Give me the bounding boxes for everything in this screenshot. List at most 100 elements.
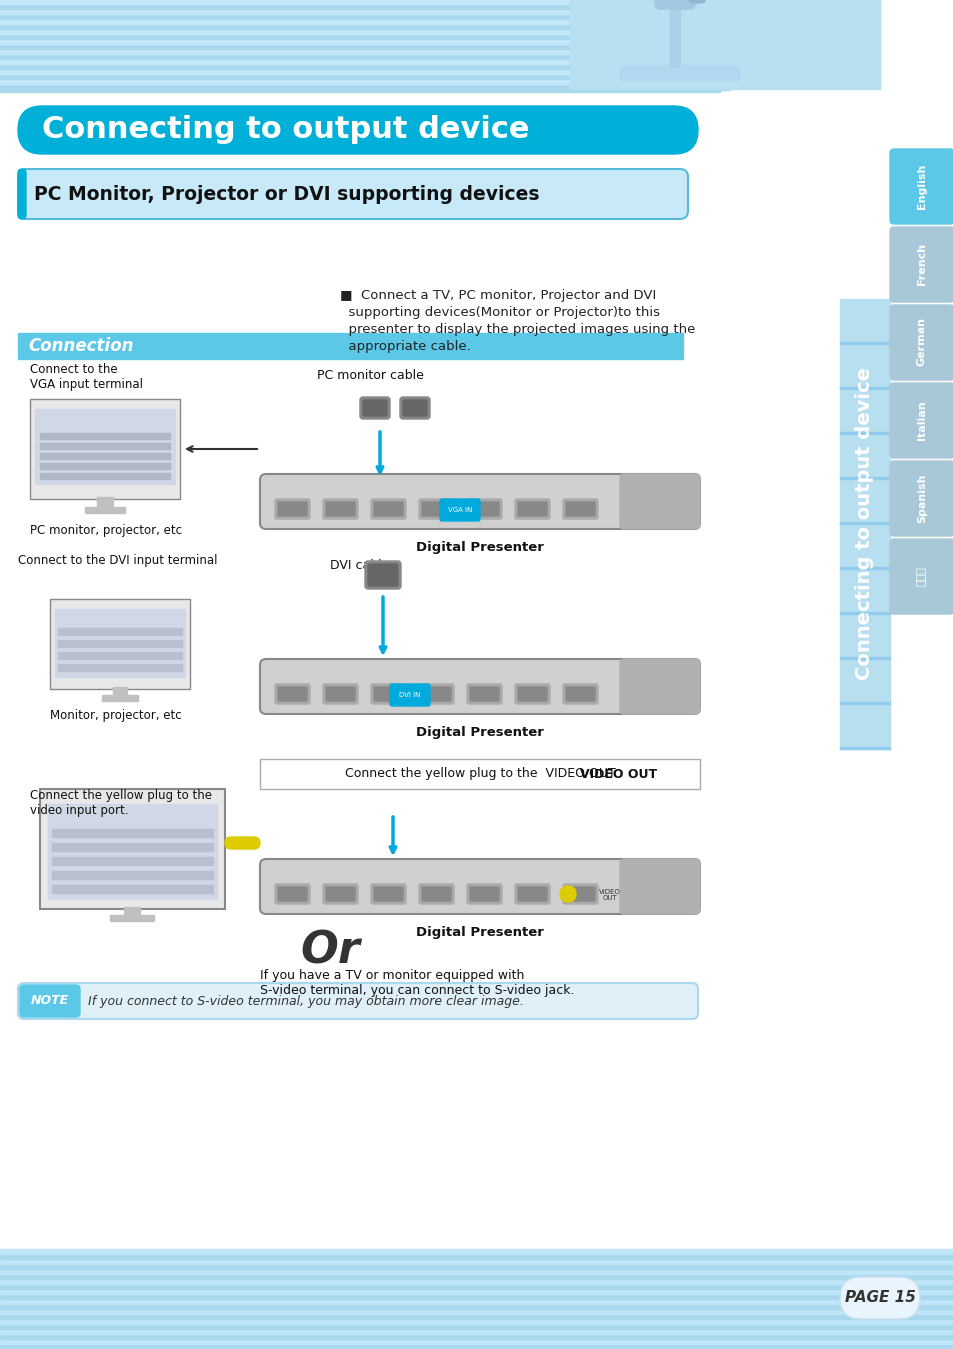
FancyBboxPatch shape [0,50,720,54]
FancyBboxPatch shape [515,884,550,904]
FancyBboxPatch shape [562,684,598,704]
FancyBboxPatch shape [840,1278,919,1319]
FancyBboxPatch shape [0,80,720,84]
FancyBboxPatch shape [374,888,402,901]
FancyBboxPatch shape [260,859,700,915]
Text: Or: Or [300,929,359,973]
FancyBboxPatch shape [52,843,213,851]
FancyBboxPatch shape [840,657,889,660]
FancyBboxPatch shape [565,687,595,701]
FancyBboxPatch shape [0,81,729,85]
Text: supporting devices(Monitor or Projector)to this: supporting devices(Monitor or Projector)… [339,306,659,318]
Text: DVI IN: DVI IN [399,692,420,697]
FancyBboxPatch shape [0,1255,953,1259]
FancyBboxPatch shape [0,4,729,9]
FancyBboxPatch shape [655,0,695,9]
FancyBboxPatch shape [0,58,720,62]
FancyBboxPatch shape [0,1249,953,1255]
FancyBboxPatch shape [390,684,430,706]
FancyBboxPatch shape [0,84,720,88]
FancyBboxPatch shape [0,45,729,50]
FancyBboxPatch shape [0,34,729,39]
FancyBboxPatch shape [274,884,310,904]
FancyBboxPatch shape [421,687,451,701]
FancyBboxPatch shape [40,463,170,469]
Text: PAGE 15: PAGE 15 [843,1291,915,1306]
FancyBboxPatch shape [102,695,138,701]
FancyBboxPatch shape [0,46,720,50]
FancyBboxPatch shape [58,629,182,635]
FancyBboxPatch shape [40,433,170,438]
FancyBboxPatch shape [52,857,213,865]
FancyBboxPatch shape [0,11,729,18]
FancyBboxPatch shape [323,499,357,519]
FancyBboxPatch shape [517,502,546,517]
FancyBboxPatch shape [0,40,729,45]
FancyBboxPatch shape [0,58,729,63]
FancyBboxPatch shape [467,884,501,904]
FancyBboxPatch shape [225,836,260,849]
FancyBboxPatch shape [0,76,720,80]
FancyBboxPatch shape [569,0,879,89]
FancyBboxPatch shape [0,13,720,19]
FancyBboxPatch shape [0,51,729,57]
FancyBboxPatch shape [0,34,720,38]
Text: If you connect to S-video terminal, you may obtain more clear image.: If you connect to S-video terminal, you … [88,994,523,1008]
FancyBboxPatch shape [124,907,140,917]
FancyBboxPatch shape [365,561,400,590]
Text: Digital Presenter: Digital Presenter [416,541,543,554]
FancyBboxPatch shape [840,432,889,434]
Text: Connecting to output device: Connecting to output device [855,367,874,680]
FancyBboxPatch shape [517,888,546,901]
FancyBboxPatch shape [50,599,190,689]
FancyBboxPatch shape [0,1319,953,1323]
FancyBboxPatch shape [0,1264,953,1269]
Text: Italian: Italian [916,401,926,440]
FancyBboxPatch shape [470,888,498,901]
FancyBboxPatch shape [0,62,720,67]
FancyBboxPatch shape [18,333,682,359]
FancyBboxPatch shape [0,67,720,71]
FancyBboxPatch shape [0,0,720,4]
FancyBboxPatch shape [421,502,451,517]
FancyBboxPatch shape [840,567,889,569]
FancyBboxPatch shape [840,343,889,344]
FancyBboxPatch shape [0,20,720,26]
FancyBboxPatch shape [277,502,307,517]
FancyBboxPatch shape [110,915,153,921]
Text: appropriate cable.: appropriate cable. [339,340,470,353]
FancyBboxPatch shape [0,54,720,58]
Text: NOTE: NOTE [30,994,69,1008]
FancyBboxPatch shape [85,507,125,513]
FancyBboxPatch shape [260,759,700,789]
FancyBboxPatch shape [52,885,213,893]
FancyBboxPatch shape [112,687,127,697]
FancyBboxPatch shape [260,473,700,529]
FancyBboxPatch shape [52,871,213,880]
FancyBboxPatch shape [0,23,729,27]
FancyBboxPatch shape [840,478,889,479]
Text: Connect the yellow plug to the  VIDEO OUT: Connect the yellow plug to the VIDEO OUT [344,768,615,781]
FancyBboxPatch shape [18,169,687,219]
FancyBboxPatch shape [402,401,427,415]
FancyBboxPatch shape [0,27,729,31]
FancyBboxPatch shape [0,71,729,77]
Text: Connect the yellow plug to the
video input port.: Connect the yellow plug to the video inp… [30,789,212,817]
FancyBboxPatch shape [0,28,729,34]
FancyBboxPatch shape [277,687,307,701]
FancyBboxPatch shape [421,888,451,901]
FancyBboxPatch shape [0,1323,953,1329]
FancyBboxPatch shape [374,687,402,701]
FancyBboxPatch shape [371,499,406,519]
FancyBboxPatch shape [274,684,310,704]
Text: French: French [916,243,926,285]
FancyBboxPatch shape [0,23,729,28]
Text: ■  Connect a TV, PC monitor, Projector and DVI: ■ Connect a TV, PC monitor, Projector an… [339,289,656,302]
FancyBboxPatch shape [0,85,729,90]
FancyBboxPatch shape [840,701,889,704]
FancyBboxPatch shape [0,80,720,84]
FancyBboxPatch shape [0,49,720,54]
Text: Connect to the DVI input terminal: Connect to the DVI input terminal [18,554,217,567]
FancyBboxPatch shape [18,169,26,219]
FancyBboxPatch shape [0,5,729,11]
